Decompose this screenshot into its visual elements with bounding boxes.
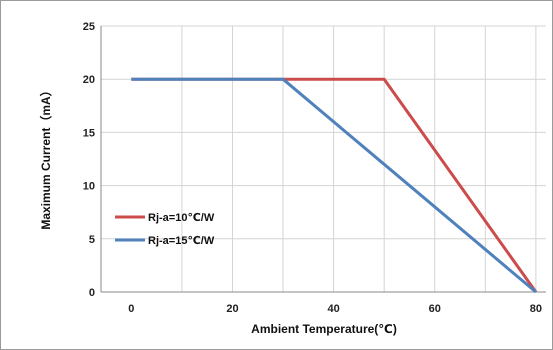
- series-line-2: [131, 77, 537, 294]
- y-tick-labels: 0 5 10 15 20 25: [83, 21, 95, 299]
- y-tick-label: 20: [83, 74, 95, 86]
- y-tick-label: 15: [83, 127, 95, 139]
- legend: Rj-a=10℃/W Rj-a=15℃/W: [115, 212, 215, 247]
- grid: [101, 25, 546, 292]
- legend-label: Rj-a=10℃/W: [148, 212, 215, 224]
- x-tick-label: 0: [128, 303, 134, 315]
- x-tick-label: 80: [530, 303, 542, 315]
- y-tick-label: 0: [89, 287, 95, 299]
- x-tick-labels: 0 20 40 60 80: [128, 303, 542, 315]
- series-lines: [131, 77, 538, 294]
- x-axis-title: Ambient Temperature(℃): [251, 322, 397, 336]
- y-tick-label: 5: [89, 234, 95, 246]
- x-tick-label: 20: [226, 303, 238, 315]
- x-tick-label: 40: [327, 303, 339, 315]
- legend-label: Rj-a=15℃/W: [148, 235, 215, 247]
- axes: [100, 26, 546, 293]
- y-tick-label: 25: [83, 21, 95, 33]
- x-tick-label: 60: [429, 303, 441, 315]
- y-axis-title: Maximum Current（mA）: [38, 84, 53, 229]
- y-tick-label: 10: [83, 181, 95, 193]
